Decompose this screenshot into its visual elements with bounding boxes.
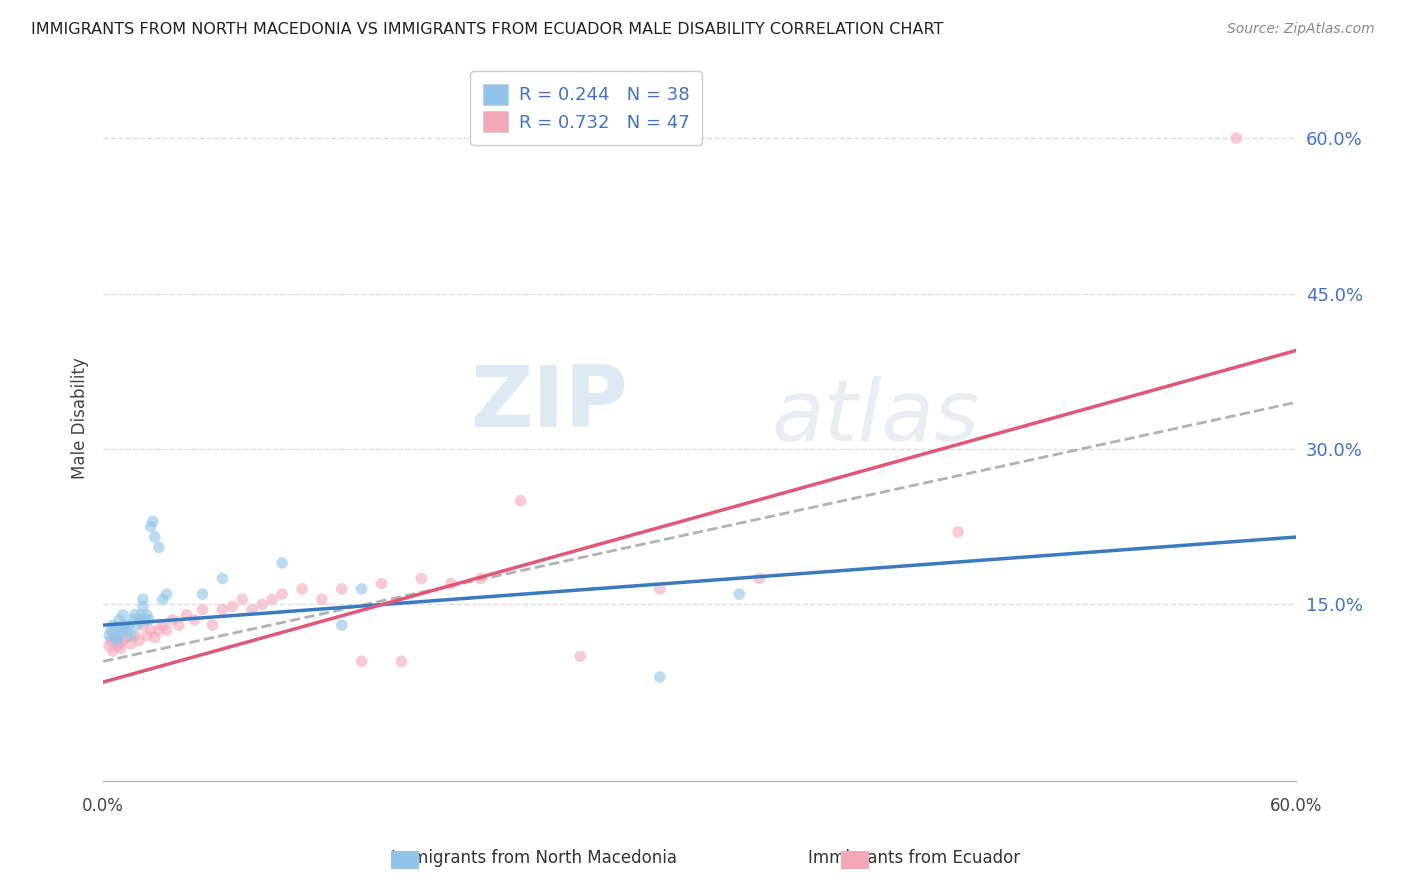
Point [132, 592, 155, 607]
Point [132, 599, 155, 614]
Point [108, 628, 131, 642]
Point [101, 618, 124, 632]
Text: Source: ZipAtlas.com: Source: ZipAtlas.com [1227, 22, 1375, 37]
Point [115, 631, 138, 645]
Point [128, 613, 150, 627]
Point [231, 592, 253, 607]
Point [211, 602, 233, 616]
Point [120, 628, 142, 642]
Text: atlas: atlas [770, 376, 979, 459]
Point [946, 524, 969, 539]
Point [98, 639, 121, 653]
Point [271, 587, 294, 601]
Point [250, 598, 273, 612]
Point [108, 613, 131, 627]
Point [122, 613, 145, 627]
Point [120, 637, 142, 651]
Point [211, 572, 233, 586]
Point [139, 519, 162, 533]
Point [108, 637, 131, 651]
Point [262, 592, 284, 607]
Point [138, 613, 160, 627]
Point [114, 620, 136, 634]
Point [569, 649, 592, 664]
Point [128, 633, 150, 648]
Point [240, 602, 263, 616]
Text: ZIP: ZIP [470, 362, 628, 445]
Point [132, 618, 155, 632]
Point [110, 640, 132, 655]
Point [104, 631, 127, 645]
Point [111, 618, 134, 632]
Point [156, 624, 179, 638]
Point [156, 587, 179, 601]
Point [1225, 131, 1247, 145]
Point [183, 613, 205, 627]
Point [134, 613, 156, 627]
Point [509, 493, 531, 508]
Point [221, 599, 243, 614]
Point [105, 620, 128, 634]
Point [648, 582, 671, 596]
Point [748, 572, 770, 586]
Point [350, 582, 373, 596]
Point [124, 607, 146, 622]
Point [148, 541, 170, 555]
Text: Immigrants from Ecuador: Immigrants from Ecuador [808, 849, 1019, 867]
Point [105, 633, 128, 648]
Point [148, 624, 170, 638]
Point [142, 515, 165, 529]
Point [330, 582, 353, 596]
Point [311, 592, 333, 607]
Point [124, 628, 146, 642]
Point [101, 644, 124, 658]
Point [350, 654, 373, 668]
Point [139, 624, 162, 638]
Point [411, 572, 433, 586]
Point [111, 633, 134, 648]
Point [143, 530, 166, 544]
Point [135, 628, 157, 642]
Point [330, 618, 353, 632]
Point [271, 556, 294, 570]
Point [167, 618, 190, 632]
Point [118, 618, 141, 632]
Point [98, 628, 121, 642]
Point [105, 639, 128, 653]
Point [115, 624, 138, 638]
Point [191, 602, 214, 616]
Point [648, 670, 671, 684]
Text: Immigrants from North Macedonia: Immigrants from North Macedonia [391, 849, 678, 867]
Legend: R = 0.244   N = 38, R = 0.732   N = 47: R = 0.244 N = 38, R = 0.732 N = 47 [470, 71, 702, 145]
Point [191, 587, 214, 601]
Point [110, 624, 132, 638]
Point [201, 618, 224, 632]
Point [440, 576, 463, 591]
Point [143, 631, 166, 645]
Point [291, 582, 314, 596]
Point [152, 592, 174, 607]
Point [728, 587, 751, 601]
Point [370, 576, 392, 591]
Point [129, 607, 152, 622]
Point [104, 631, 127, 645]
Point [162, 613, 184, 627]
Point [176, 607, 198, 622]
Point [135, 607, 157, 622]
Point [125, 618, 148, 632]
Point [100, 633, 122, 648]
Point [152, 618, 174, 632]
Y-axis label: Male Disability: Male Disability [72, 357, 89, 479]
Text: IMMIGRANTS FROM NORTH MACEDONIA VS IMMIGRANTS FROM ECUADOR MALE DISABILITY CORRE: IMMIGRANTS FROM NORTH MACEDONIA VS IMMIG… [31, 22, 943, 37]
Point [111, 607, 134, 622]
Point [389, 654, 412, 668]
Point [100, 624, 122, 638]
Point [470, 572, 492, 586]
